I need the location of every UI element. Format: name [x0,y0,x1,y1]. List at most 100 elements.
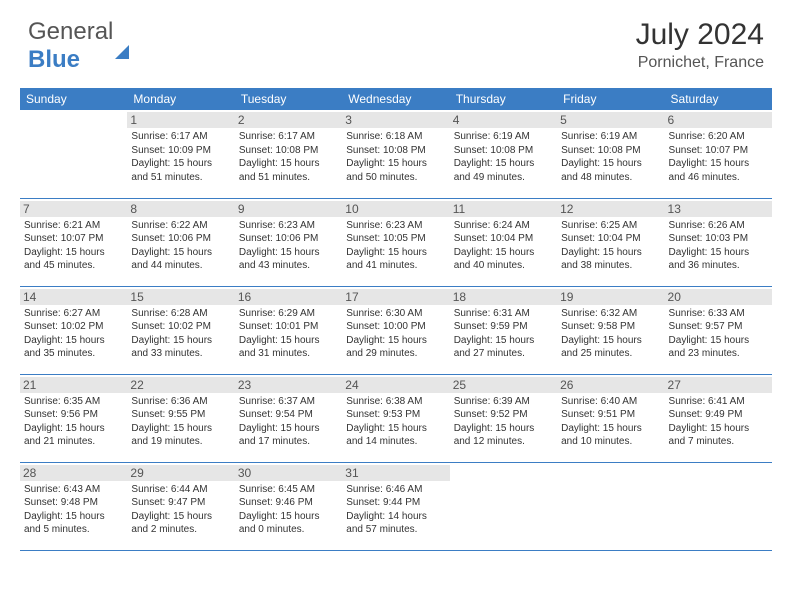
day-details: Sunrise: 6:19 AMSunset: 10:08 PMDaylight… [454,130,553,184]
weekday-header: Sunday [20,88,127,110]
day-number: 1 [127,112,234,128]
day-details: Sunrise: 6:43 AMSunset: 9:48 PMDaylight:… [24,483,123,537]
day-ss: Sunset: 9:55 PM [131,408,230,422]
day-dl: Daylight: 15 hours and 35 minutes. [24,334,123,361]
day-details: Sunrise: 6:37 AMSunset: 9:54 PMDaylight:… [239,395,338,449]
day-sr: Sunrise: 6:20 AM [669,130,768,144]
day-dl: Daylight: 15 hours and 46 minutes. [669,157,768,184]
calendar-day: 16 Sunrise: 6:29 AMSunset: 10:01 PMDaylig… [235,286,342,374]
day-details: Sunrise: 6:41 AMSunset: 9:49 PMDaylight:… [669,395,768,449]
weekday-header: Monday [127,88,234,110]
page-subtitle: Pornichet, France [636,54,764,72]
day-ss: Sunset: 9:48 PM [24,496,123,510]
day-ss: Sunset: 10:00 PM [346,320,445,334]
logo-part1: General [28,18,113,45]
day-details: Sunrise: 6:27 AMSunset: 10:02 PMDaylight… [24,307,123,361]
day-sr: Sunrise: 6:40 AM [561,395,660,409]
day-sr: Sunrise: 6:41 AM [669,395,768,409]
day-dl: Daylight: 15 hours and 45 minutes. [24,246,123,273]
day-sr: Sunrise: 6:22 AM [131,219,230,233]
day-sr: Sunrise: 6:37 AM [239,395,338,409]
day-sr: Sunrise: 6:44 AM [131,483,230,497]
day-ss: Sunset: 10:06 PM [131,232,230,246]
calendar-day: 9Sunrise: 6:23 AMSunset: 10:06 PMDayligh… [235,198,342,286]
day-dl: Daylight: 15 hours and 41 minutes. [346,246,445,273]
day-ss: Sunset: 9:59 PM [454,320,553,334]
day-sr: Sunrise: 6:31 AM [454,307,553,321]
calendar-week: 14Sunrise: 6:27 AMSunset: 10:02 PMDaylig… [20,286,772,374]
day-ss: Sunset: 10:03 PM [669,232,768,246]
day-sr: Sunrise: 6:19 AM [454,130,553,144]
day-dl: Daylight: 15 hours and 33 minutes. [131,334,230,361]
calendar-day: 21 Sunrise: 6:35 AMSunset: 9:56 PMDayligh… [20,374,127,462]
day-sr: Sunrise: 6:30 AM [346,307,445,321]
calendar-week: 28 Sunrise: 6:43 AMSunset: 9:48 PMDayligh… [20,462,772,550]
logo-triangle-icon [115,18,129,59]
day-number: 3 [342,112,449,128]
day-sr: Sunrise: 6:17 AM [239,130,338,144]
day-ss: Sunset: 10:09 PM [131,144,230,158]
day-dl: Daylight: 15 hours and 12 minutes. [454,422,553,449]
day-ss: Sunset: 9:58 PM [561,320,660,334]
calendar-day [450,462,557,550]
day-dl: Daylight: 15 hours and 2 minutes. [131,510,230,537]
day-dl: Daylight: 15 hours and 17 minutes. [239,422,338,449]
day-number: 18 [450,289,557,305]
day-number: 28 [20,465,127,481]
logo-part2: Blue [28,46,80,73]
day-number: 10 [342,201,449,217]
day-number: 21 [20,377,127,393]
day-number: 31 [342,465,449,481]
day-number: 9 [235,201,342,217]
day-ss: Sunset: 9:57 PM [669,320,768,334]
calendar-day: 25Sunrise: 6:39 AMSunset: 9:52 PMDayligh… [450,374,557,462]
day-ss: Sunset: 10:04 PM [454,232,553,246]
title-block: July 2024 Pornichet, France [636,18,764,72]
calendar-day: 29Sunrise: 6:44 AMSunset: 9:47 PMDayligh… [127,462,234,550]
day-details: Sunrise: 6:38 AMSunset: 9:53 PMDaylight:… [346,395,445,449]
day-details: Sunrise: 6:46 AMSunset: 9:44 PMDaylight:… [346,483,445,537]
calendar-day [20,110,127,198]
day-ss: Sunset: 10:07 PM [24,232,123,246]
weekday-header: Saturday [665,88,772,110]
day-details: Sunrise: 6:29 AMSunset: 10:01 PMDaylight… [239,307,338,361]
day-number: 29 [127,465,234,481]
day-dl: Daylight: 15 hours and 27 minutes. [454,334,553,361]
day-number: 16 [235,289,342,305]
day-sr: Sunrise: 6:46 AM [346,483,445,497]
calendar-day: 14Sunrise: 6:27 AMSunset: 10:02 PMDaylig… [20,286,127,374]
day-number: 19 [557,289,664,305]
day-dl: Daylight: 15 hours and 48 minutes. [561,157,660,184]
day-ss: Sunset: 10:02 PM [24,320,123,334]
page-title: July 2024 [636,18,764,52]
calendar-day: 24Sunrise: 6:38 AMSunset: 9:53 PMDayligh… [342,374,449,462]
day-sr: Sunrise: 6:29 AM [239,307,338,321]
day-ss: Sunset: 9:44 PM [346,496,445,510]
day-details: Sunrise: 6:45 AMSunset: 9:46 PMDaylight:… [239,483,338,537]
calendar-day: 6Sunrise: 6:20 AMSunset: 10:07 PMDayligh… [665,110,772,198]
calendar-week: 1 Sunrise: 6:17 AM Sunset: 10:09 PM Dayligh… [20,110,772,198]
day-number: 11 [450,201,557,217]
calendar-day: 7Sunrise: 6:21 AMSunset: 10:07 PMDayligh… [20,198,127,286]
day-dl: Daylight: 15 hours and 43 minutes. [239,246,338,273]
day-dl: Daylight: 15 hours and 29 minutes. [346,334,445,361]
day-details: Sunrise: 6:24 AMSunset: 10:04 PMDaylight… [454,219,553,273]
day-ss: Sunset: 10:05 PM [346,232,445,246]
day-details: Sunrise: 6:30 AMSunset: 10:00 PMDaylight… [346,307,445,361]
day-number: 25 [450,377,557,393]
day-dl: Daylight: 15 hours and 0 minutes. [239,510,338,537]
calendar-day: 17Sunrise: 6:30 AMSunset: 10:00 PMDaylig… [342,286,449,374]
calendar-head: SundayMondayTuesdayWednesdayThursdayFrid… [20,88,772,110]
day-dl: Daylight: 15 hours and 36 minutes. [669,246,768,273]
day-dl: Daylight: 15 hours and 21 minutes. [24,422,123,449]
day-ss: Sunset: 10:08 PM [561,144,660,158]
day-number: 23 [235,377,342,393]
day-ss: Sunset: 9:46 PM [239,496,338,510]
day-dl: Daylight: 15 hours and 14 minutes. [346,422,445,449]
day-ss: Sunset: 9:53 PM [346,408,445,422]
calendar-day [557,462,664,550]
day-sr: Sunrise: 6:27 AM [24,307,123,321]
day-details: Sunrise: 6:35 AMSunset: 9:56 PMDaylight:… [24,395,123,449]
logo-text: General Blue [28,18,129,74]
day-sr: Sunrise: 6:23 AM [346,219,445,233]
